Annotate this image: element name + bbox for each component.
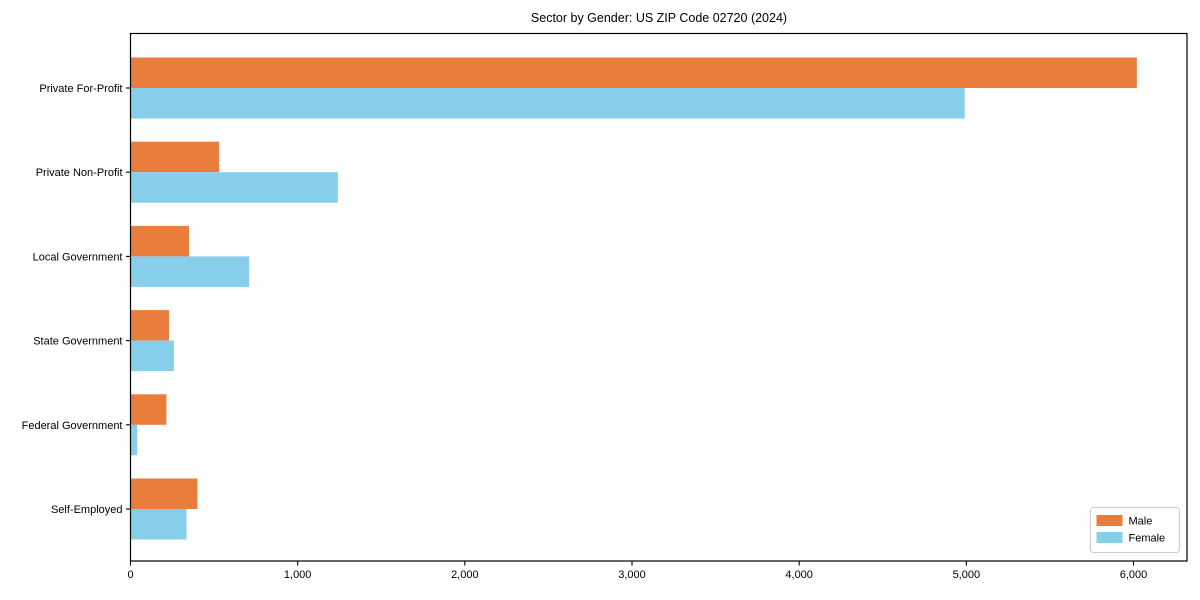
legend-swatch-male bbox=[1096, 515, 1123, 526]
legend: Male Female bbox=[1090, 507, 1180, 553]
bar-male-3 bbox=[130, 310, 169, 341]
bar-female-4 bbox=[130, 424, 138, 456]
bar-female-2 bbox=[130, 256, 250, 287]
y-category-label: Private Non-Profit bbox=[36, 167, 123, 179]
legend-swatch-female bbox=[1096, 532, 1123, 543]
bar-male-2 bbox=[130, 225, 190, 257]
x-tick-label: 5,000 bbox=[953, 569, 981, 581]
x-tick-label: 1,000 bbox=[284, 569, 312, 581]
x-axis: 0 1,000 2,000 3,000 4,000 5,000 6,000 bbox=[127, 561, 1147, 581]
x-tick-label: 0 bbox=[127, 569, 133, 581]
chart-title: Sector by Gender: US ZIP Code 02720 (202… bbox=[531, 11, 787, 25]
bar-male-5 bbox=[130, 478, 198, 509]
y-category-label: Private For-Profit bbox=[39, 83, 122, 95]
legend-label-female: Female bbox=[1129, 533, 1166, 545]
y-category-label: State Government bbox=[33, 336, 122, 348]
y-category-label: Federal Government bbox=[22, 420, 123, 432]
bar-male-4 bbox=[130, 394, 167, 425]
plot-frame bbox=[129, 32, 1188, 562]
x-tick-label: 4,000 bbox=[785, 569, 813, 581]
bar-male-0 bbox=[130, 57, 1137, 88]
y-axis: Private For-Profit Private Non-Profit Loca… bbox=[22, 83, 131, 516]
x-tick-label: 6,000 bbox=[1120, 569, 1148, 581]
bar-female-0 bbox=[130, 88, 965, 119]
y-category-label: Self-Employed bbox=[51, 504, 123, 516]
bar-female-3 bbox=[130, 340, 174, 372]
legend-box bbox=[1090, 507, 1180, 553]
x-tick-label: 3,000 bbox=[618, 569, 646, 581]
bar-female-5 bbox=[130, 509, 187, 540]
plot-border bbox=[129, 32, 1188, 562]
bar-female-1 bbox=[130, 172, 338, 203]
bar-male-1 bbox=[130, 141, 220, 173]
legend-label-male: Male bbox=[1129, 516, 1153, 528]
x-tick-label: 2,000 bbox=[451, 569, 479, 581]
y-category-label: Local Government bbox=[33, 251, 123, 263]
bars-layer bbox=[130, 57, 1137, 540]
